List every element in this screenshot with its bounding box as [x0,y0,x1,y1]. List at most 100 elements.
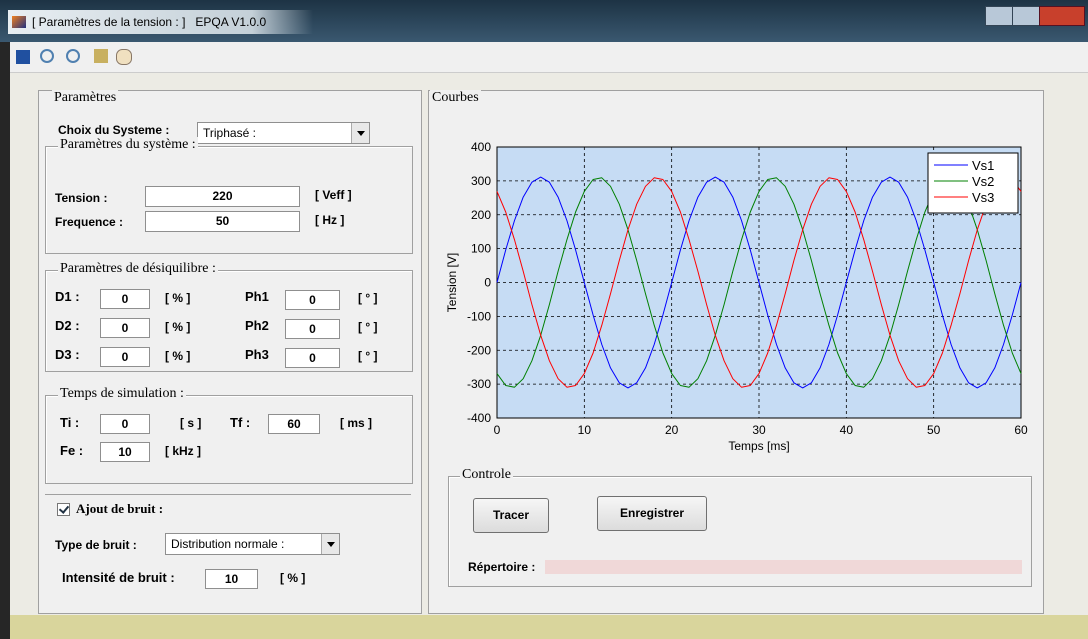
unit: [ % ] [280,571,306,585]
tf-input[interactable]: 60 [268,414,320,434]
unit: [ ° ] [358,320,378,334]
unit: [ % ] [165,349,191,363]
line-series [496,177,1022,388]
separator [45,494,411,495]
y-tick-label: -300 [467,377,491,391]
pan-icon[interactable] [116,49,132,65]
y-tick-label: 100 [471,242,491,256]
group-title: Paramètres du système : [58,137,198,153]
zoom-in-icon[interactable] [66,49,80,63]
dropdown-arrow[interactable] [351,123,369,143]
y-tick-label: 0 [484,276,491,290]
y-tick-label: -400 [467,411,491,425]
unit: [ Hz ] [315,213,345,227]
label: D1 : [55,289,80,304]
datacursor-icon[interactable] [94,49,108,63]
save-icon[interactable] [16,50,30,64]
label: D3 : [55,347,80,362]
x-tick-label: 40 [840,423,854,437]
y-tick-label: 300 [471,174,491,188]
title-glow [8,10,313,34]
group-frame [45,395,413,484]
group-title: Controle [460,467,513,483]
label: Ph2 [245,318,269,333]
unit: [ % ] [165,291,191,305]
unit: [ ° ] [358,291,378,305]
label: Ph3 [245,347,269,362]
chart: -400 -300 -200 -100 0 100 200 300 400 0 10 20 30 40 50… [445,140,1028,453]
label: Tension : [55,191,108,205]
ph-input[interactable]: 0 [285,348,340,368]
freq-input[interactable]: 50 [145,211,300,232]
ph-input[interactable]: 0 [285,319,340,339]
unit: [ ° ] [358,349,378,363]
x-tick-label: 0 [494,423,501,437]
y-axis-label: Tension [V] [445,253,459,312]
fe-input[interactable]: 10 [100,442,150,462]
app-icon [12,16,26,28]
line-series [496,176,1022,389]
unit: [ Veff ] [315,188,352,202]
control-frame [448,476,1032,587]
label: Tf : [230,415,251,430]
minimize-button[interactable] [985,6,1013,26]
system-dropdown[interactable]: Triphasé : [197,122,370,144]
x-tick-label: 60 [1014,423,1028,437]
label: D2 : [55,318,80,333]
y-tick-label: 200 [471,208,491,222]
maximize-button[interactable] [1012,6,1040,26]
legend-label: Vs2 [972,174,994,189]
check-mark [58,503,70,514]
label: Intensité de bruit : [62,570,175,585]
unit: [ ms ] [340,416,373,430]
save-button[interactable]: Enregistrer [597,496,707,531]
unit: [ % ] [165,320,191,334]
label: Type de bruit : [55,538,137,552]
x-tick-label: 50 [927,423,941,437]
toolbar [10,42,1088,73]
tension-input[interactable]: 220 [145,186,300,207]
group-title: Temps de simulation : [58,386,186,402]
close-button[interactable] [1039,6,1085,26]
x-tick-label: 10 [578,423,592,437]
dropdown-value: Triphasé : [203,126,256,140]
intensity-input[interactable]: 10 [205,569,258,589]
plot-button[interactable]: Tracer [473,498,549,533]
group-frame [45,146,413,254]
ph-input[interactable]: 0 [285,290,340,310]
x-tick-label: 20 [665,423,679,437]
dropdown-value: Distribution normale : [171,537,285,551]
dropdown-arrow[interactable] [321,534,339,554]
noise-dropdown[interactable]: Distribution normale : [165,533,340,555]
group-frame [45,270,413,372]
legend-box [927,152,1019,214]
x-axis-label: Temps [ms] [728,439,789,453]
ti-input[interactable]: 0 [100,414,150,434]
d-input[interactable]: 0 [100,318,150,338]
group-title: Paramètres de désiquilibre : [58,261,218,277]
legend-label: Vs1 [972,158,994,173]
label: Ti : [60,415,80,430]
left-edge [0,42,10,639]
panel-title: Paramètres [52,90,119,106]
legend-label: Vs3 [972,190,994,205]
window-title: [ Paramètres de la tension : ] EPQA V1.0… [32,15,267,29]
label: Ph1 [245,289,269,304]
unit: [ kHz ] [165,444,201,458]
label: Frequence : [55,215,124,229]
x-tick-label: 30 [752,423,766,437]
d-input[interactable]: 0 [100,347,150,367]
y-tick-label: -200 [467,343,491,357]
noise-checkbox[interactable] [57,503,70,516]
label: Fe : [60,443,84,458]
label: Répertoire : [468,560,536,574]
label: Choix du Systeme : [58,123,170,137]
y-tick-label: -100 [467,309,491,323]
directory-field [545,560,1022,574]
unit: [ s ] [180,416,202,430]
d-input[interactable]: 0 [100,289,150,309]
y-tick-label: 400 [471,140,491,154]
panel-title: Courbes [430,90,481,106]
zoom-out-icon[interactable] [40,49,54,63]
